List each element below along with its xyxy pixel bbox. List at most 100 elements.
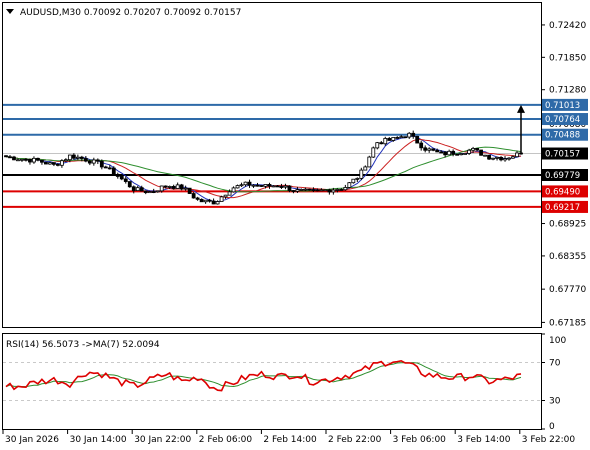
candle-body (131, 186, 136, 191)
price-tick-label: 0.67770 (549, 285, 586, 295)
candle-body (163, 185, 168, 188)
time-tick-label: 3 Feb 22:00 (522, 435, 576, 445)
candle-body (343, 187, 348, 191)
candle-body (199, 198, 204, 203)
candle-body (67, 154, 72, 161)
candle-body (451, 150, 456, 155)
price-tick-label: 0.68355 (549, 252, 586, 262)
candle-body (435, 149, 440, 153)
rsi-tick-label: 30 (549, 397, 561, 407)
level-tag-label: 0.70764 (545, 115, 580, 125)
candle-body (255, 184, 260, 187)
candle-body (91, 159, 96, 164)
rsi-indicator: 100 70 30 0 (3, 333, 566, 432)
candle-body (319, 189, 324, 192)
candle-body (327, 189, 332, 193)
candle-body (95, 159, 100, 162)
candle-body (99, 160, 104, 168)
candle-body (215, 201, 220, 205)
candle-body (44, 161, 48, 165)
level-tag (542, 98, 588, 111)
candle-body (315, 189, 320, 192)
candle-body (55, 163, 60, 166)
moving-averages (5, 135, 522, 203)
candle-body (487, 154, 491, 160)
candle-body (239, 184, 244, 187)
candle-body (395, 137, 400, 139)
candle-body (143, 190, 148, 194)
level-tag (542, 128, 588, 141)
candle-body (515, 152, 519, 158)
candle-body (231, 187, 236, 193)
candle-body (24, 158, 28, 161)
rsi-ma-line (5, 362, 522, 388)
candle-body (303, 188, 308, 191)
candle-body (191, 193, 196, 199)
candle-body (12, 156, 16, 161)
candle-body (399, 136, 404, 139)
rsi-line (5, 359, 522, 392)
level-tag-label: 0.70488 (545, 131, 580, 141)
candle-body (479, 149, 483, 156)
candle-body (139, 187, 144, 192)
rsi-tick-label: 70 (549, 359, 561, 369)
candle-body (71, 154, 76, 159)
candle-body (111, 167, 116, 176)
candle-body (4, 155, 8, 158)
dropdown-triangle-icon[interactable] (6, 9, 14, 14)
candle-body (52, 162, 56, 165)
candle-body (219, 196, 224, 202)
candle-body (283, 185, 288, 188)
level-tag-label: 0.71013 (545, 101, 580, 111)
candle-body (439, 151, 444, 154)
time-tick-label: 30 Jan 14:00 (70, 435, 127, 445)
rsi-header: RSI(14) 56.5073 ->MA(7) 52.0094 (6, 340, 160, 350)
ma-slow-line (5, 146, 522, 193)
candle-body (467, 149, 472, 154)
candle-body (40, 159, 44, 163)
candle-body (459, 153, 464, 156)
candle-body (159, 185, 164, 192)
candle-body (28, 159, 32, 163)
candle-body (379, 142, 384, 145)
candle-body (511, 156, 515, 159)
candle-body (475, 148, 479, 151)
candle-body (207, 199, 212, 202)
current-price-label: 0.70157 (545, 150, 580, 160)
candle-body (263, 184, 268, 187)
candle-body (503, 158, 507, 161)
candle-body (363, 166, 368, 171)
candle-body (375, 142, 380, 149)
arrow-head (517, 104, 525, 113)
candle-body (147, 191, 152, 194)
candles (4, 130, 523, 205)
level-tag-label: 0.69217 (545, 203, 580, 213)
candle-body (167, 186, 172, 188)
candle-body (275, 185, 280, 188)
price-tick-label: 0.71850 (549, 53, 586, 63)
candle-body (331, 189, 336, 193)
candle-body (291, 190, 296, 192)
candle-body (119, 176, 124, 180)
candle-body (323, 189, 328, 192)
candle-body (223, 194, 228, 198)
candle-body (471, 148, 475, 151)
target-arrow (517, 104, 525, 154)
candle-body (447, 150, 452, 156)
price-tick-label: 0.67185 (549, 318, 586, 328)
time-tick-label: 3 Feb 06:00 (393, 435, 447, 445)
rsi-tick-label: 0 (549, 422, 555, 432)
candle-body (347, 182, 352, 188)
candle-body (195, 197, 200, 200)
price-tick-label: 0.68925 (549, 220, 586, 230)
candle-body (507, 157, 511, 160)
candle-body (267, 184, 272, 187)
candle-body (235, 185, 240, 189)
candle-body (279, 186, 284, 188)
candle-body (175, 184, 180, 189)
time-tick-label: 2 Feb 22:00 (328, 435, 382, 445)
candle-body (403, 136, 408, 139)
candle-body (423, 147, 428, 151)
candle-body (83, 158, 88, 162)
